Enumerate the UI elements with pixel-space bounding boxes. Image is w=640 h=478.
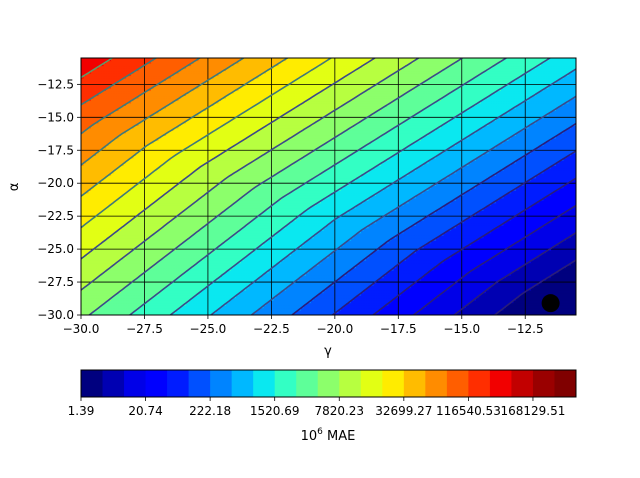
- colorbar-segment: [532, 370, 555, 397]
- contour-line: [81, 58, 114, 79]
- y-tick-label: −12.5: [37, 77, 74, 91]
- y-tick-label: −27.5: [37, 275, 74, 289]
- y-tick-label: −15.0: [37, 110, 74, 124]
- colorbar-segment: [339, 370, 362, 397]
- plot-frame: [80, 57, 577, 316]
- contour-line: [210, 68, 576, 315]
- colorbar: [80, 369, 577, 398]
- minimum-marker-dot: [541, 294, 560, 313]
- colorbar-tick-label: 20.74: [128, 404, 162, 418]
- colorbar-segment: [296, 370, 319, 397]
- colorbar-segment: [446, 370, 469, 397]
- colorbar-segment: [360, 370, 383, 397]
- colorbar-segment: [253, 370, 276, 397]
- y-tick-label: −17.5: [37, 143, 74, 157]
- contour-fills: [81, 58, 576, 315]
- colorbar-segment: [382, 370, 405, 397]
- colorbar-segment: [81, 370, 104, 397]
- y-tick-label: −22.5: [37, 209, 74, 223]
- contour-line: [81, 58, 201, 135]
- y-tick-label: −25.0: [37, 242, 74, 256]
- colorbar-ticks: 1.39 20.74 222.18 1520.69 7820.23 32699.27 116…: [68, 397, 566, 418]
- y-tick-label: −30.0: [37, 308, 74, 322]
- contour-line: [291, 122, 576, 315]
- contour-line: [250, 95, 576, 315]
- contour-line: [81, 58, 420, 291]
- colorbar-segment: [489, 370, 512, 397]
- x-tick-label: −15.0: [443, 322, 480, 336]
- x-tick-label: −17.5: [380, 322, 417, 336]
- colorbar-label: 106 MAE: [301, 427, 356, 444]
- colorbar-tick-label: 116540.53: [436, 404, 501, 418]
- x-tick-label: −30.0: [63, 322, 100, 336]
- colorbar-segment: [210, 370, 233, 397]
- colorbar-segment: [425, 370, 448, 397]
- contour-line: [453, 231, 576, 315]
- colorbar-tick-label: 1.39: [68, 404, 95, 418]
- x-tick-label: −20.0: [316, 322, 353, 336]
- x-axis-ticks: −30.0 −27.5 −25.0 −22.5 −20.0 −17.5 −15.0 −12.5: [63, 315, 544, 336]
- colorbar-segment: [167, 370, 190, 397]
- colorbar-segment: [145, 370, 168, 397]
- contour-line: [81, 58, 332, 229]
- colorbar-tick-label: 1520.69: [250, 404, 300, 418]
- colorbar-tick-label: 32699.27: [375, 404, 432, 418]
- colorbar-tick-label: 7820.23: [314, 404, 364, 418]
- colorbar-segment: [124, 370, 147, 397]
- contour-line: [88, 58, 464, 315]
- colorbar-segment: [231, 370, 254, 397]
- contour-line: [169, 58, 551, 315]
- colorbar-segment: [468, 370, 491, 397]
- colorbar-segment: [102, 370, 125, 397]
- colorbar-segment: [274, 370, 297, 397]
- colorbar-segment: [554, 370, 577, 397]
- grid-lines: [81, 58, 576, 315]
- contour-line: [493, 259, 576, 315]
- x-tick-label: −12.5: [507, 322, 544, 336]
- x-tick-label: −22.5: [253, 322, 290, 336]
- contour-lines: [81, 58, 576, 315]
- colorbar-segment: [403, 370, 426, 397]
- contour-line: [81, 58, 157, 106]
- contour-line: [81, 58, 245, 166]
- colorbar-segment: [188, 370, 211, 397]
- y-axis-ticks: −30.0 −27.5 −25.0 −22.5 −20.0 −17.5 −15.0 −12.5: [37, 77, 81, 322]
- minimum-marker: [541, 294, 560, 313]
- contour-line: [81, 58, 289, 198]
- x-tick-label: −27.5: [126, 322, 163, 336]
- colorbar-frame: [80, 369, 577, 398]
- colorbar-segment: [511, 370, 534, 397]
- x-axis-label: γ: [324, 344, 332, 359]
- contour-line: [412, 204, 576, 315]
- colorbar-tick-label: 222.18: [189, 404, 231, 418]
- y-axis-label: α: [7, 183, 22, 192]
- y-tick-label: −20.0: [37, 176, 74, 190]
- x-tick-label: −25.0: [190, 322, 227, 336]
- colorbar-tick-label: 168129.51: [501, 404, 566, 418]
- colorbar-segment: [317, 370, 340, 397]
